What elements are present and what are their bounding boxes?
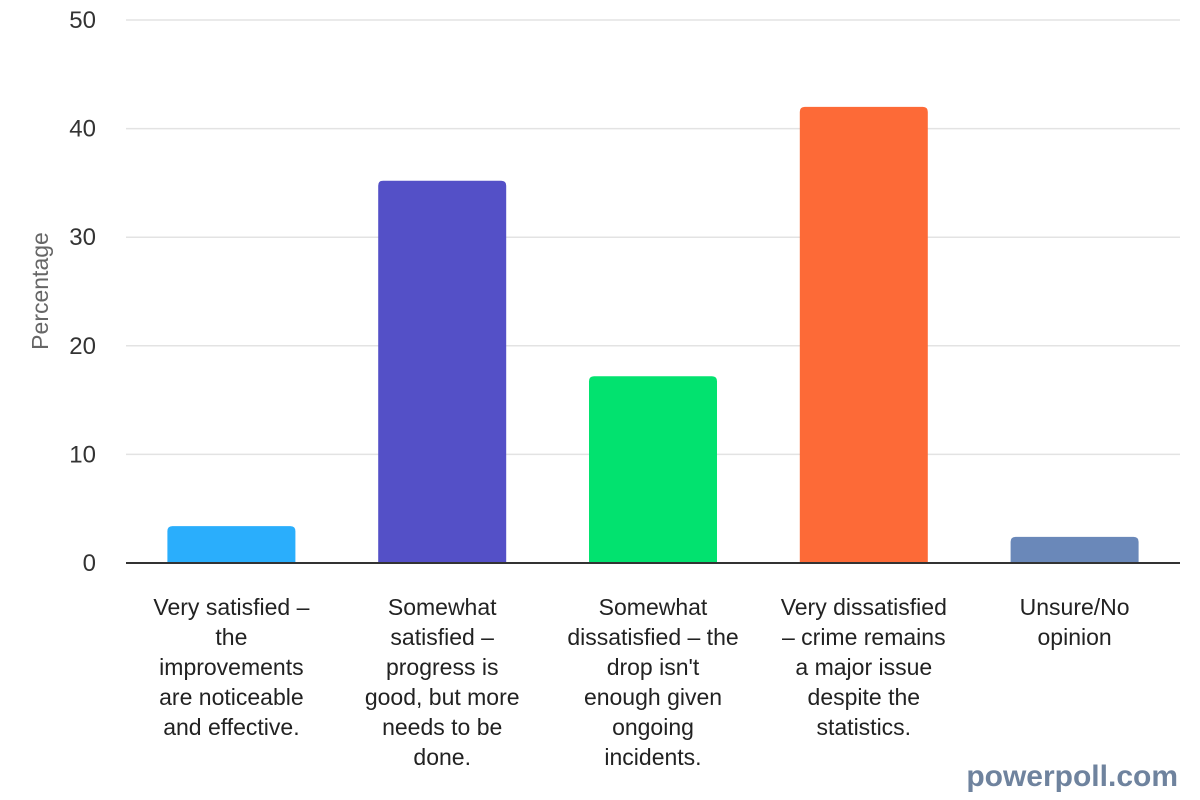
x-axis-labels: Very satisfied – the improvements are notic…	[153, 594, 1129, 770]
y-tick-label: 10	[69, 441, 96, 468]
x-category-label: Very dissatisfied – crime remains a major …	[781, 594, 947, 740]
y-axis-label: Percentage	[27, 232, 53, 350]
bar	[167, 526, 296, 563]
y-tick-label: 50	[69, 7, 96, 34]
y-tick-label: 0	[83, 550, 96, 577]
y-tick-label: 40	[69, 116, 96, 143]
x-category-label: Somewhat dissatisfied – the drop isn't enou…	[567, 594, 738, 770]
y-tick-label: 30	[69, 224, 96, 251]
y-tick-label: 20	[69, 333, 96, 360]
bar	[1010, 536, 1139, 563]
bar	[799, 106, 928, 563]
bar	[378, 180, 507, 563]
y-axis-ticks: 0 10 20 30 40 50	[69, 7, 96, 577]
x-category-label: Very satisfied – the improvements are notic…	[153, 594, 309, 740]
x-category-label: Unsure/No opinion	[1020, 594, 1130, 650]
x-category-label: Somewhat satisfied – progress is good, but …	[365, 594, 520, 770]
gridlines	[126, 19, 1180, 456]
bars	[167, 106, 1139, 563]
bar	[589, 376, 717, 563]
watermark: powerpoll.com	[966, 760, 1178, 793]
